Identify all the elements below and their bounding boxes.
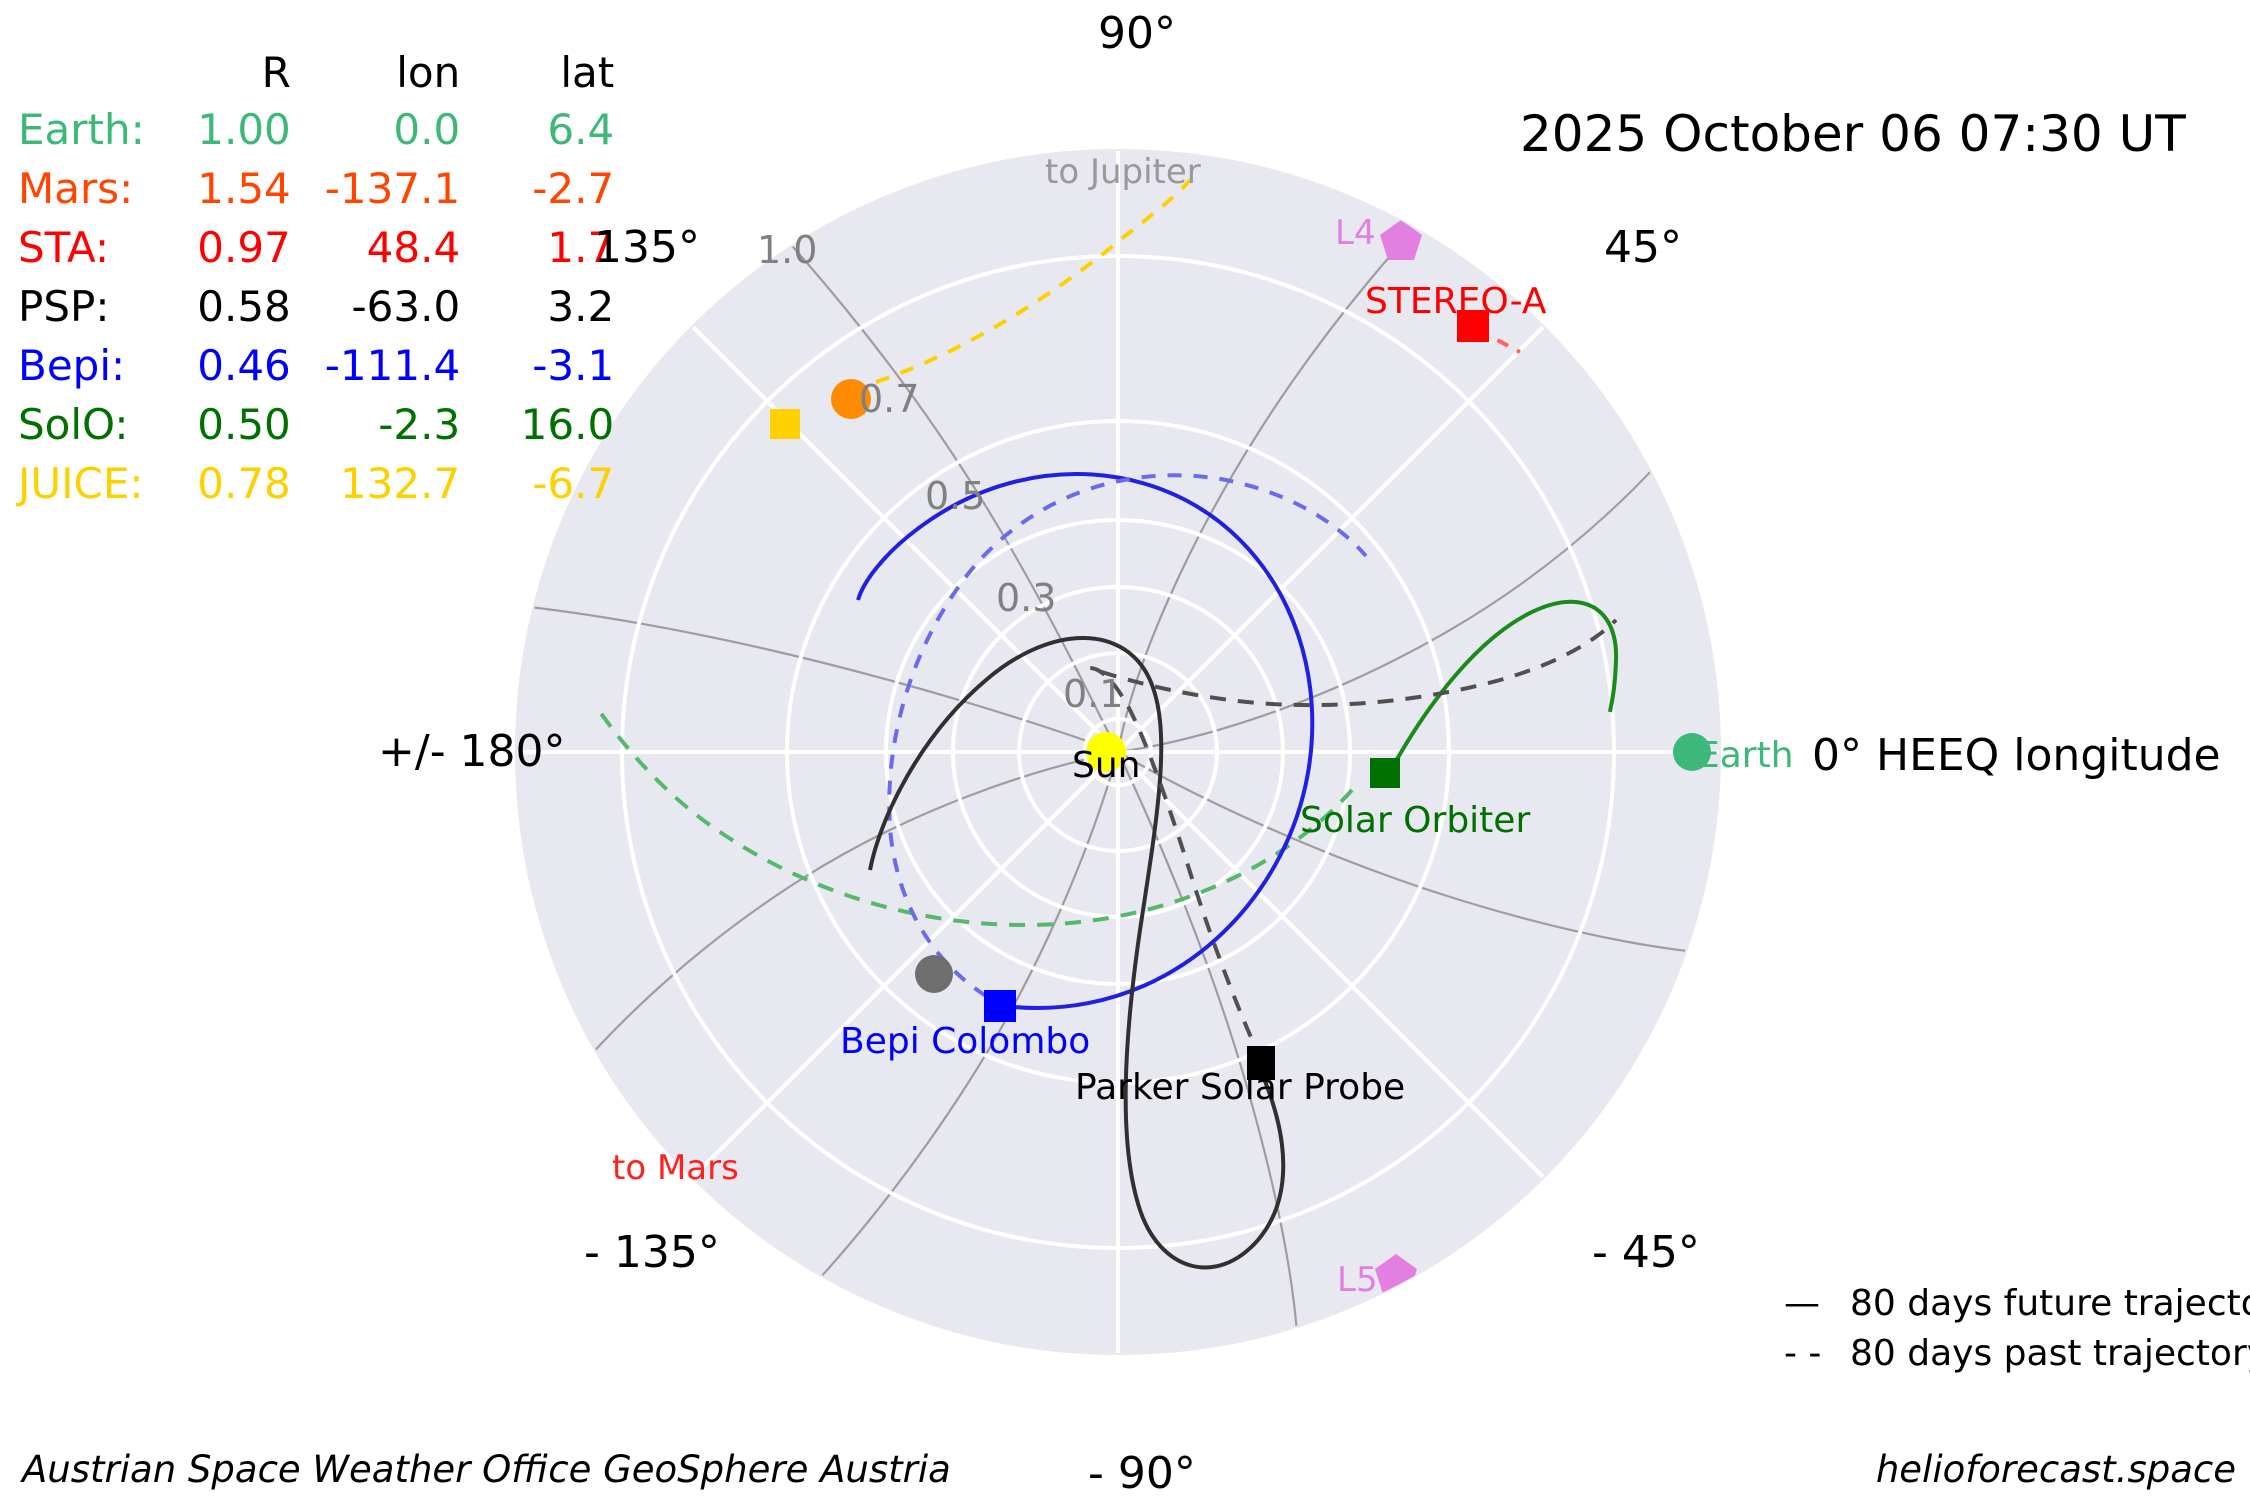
label-solar-orbiter: Solar Orbiter [1300, 800, 1531, 841]
row-name-sta: STA: [18, 223, 110, 272]
table-row: Earth: 1.00 0.0 6.4 [18, 105, 614, 164]
marker-solar-orbiter [1370, 758, 1400, 788]
footer-organization: Austrian Space Weather Office GeoSphere … [22, 1448, 951, 1491]
legend-solid-line-icon: — [1784, 1282, 1820, 1324]
marker-juice [770, 409, 800, 439]
table-row: Bepi: 0.46 -111.4 -3.1 [18, 341, 614, 400]
row-name-earth: Earth: [18, 105, 145, 154]
marker-stereo-a [1457, 310, 1489, 342]
row-lon-mars: -137.1 [324, 164, 461, 213]
row-r-solo: 0.50 [197, 400, 291, 449]
label-sun: Sun [1072, 745, 1141, 786]
radial-tick-1-0: 1.0 [757, 228, 818, 272]
angle-label-135: 135° [594, 222, 700, 273]
marker-bepi-colombo [984, 990, 1016, 1022]
row-lon-earth: 0.0 [393, 105, 461, 154]
position-table: R lon lat Earth: 1.00 0.0 6.4 Mars: 1.54… [18, 48, 614, 518]
plot-datetime-title: 2025 October 06 07:30 UT [1520, 105, 2186, 163]
row-name-bepi: Bepi: [18, 341, 126, 390]
row-r-bepi: 0.46 [197, 341, 291, 390]
row-name-juice: JUICE: [18, 459, 144, 508]
row-r-mars: 1.54 [197, 164, 291, 213]
table-row: JUICE: 0.78 132.7 -6.7 [18, 459, 614, 518]
legend-dashed-line-icon: - - [1784, 1332, 1822, 1374]
marker-mercury [915, 955, 953, 993]
row-lon-psp: -63.0 [351, 282, 461, 331]
marker-sun [1086, 732, 1126, 772]
label-to-mars: to Mars [612, 1148, 739, 1188]
angle-label-45: 45° [1604, 222, 1682, 273]
radial-tick-0-1: 0.1 [1063, 672, 1124, 716]
row-r-psp: 0.58 [197, 282, 291, 331]
table-row: SolO: 0.50 -2.3 16.0 [18, 400, 614, 459]
col-header-r: R [261, 48, 291, 97]
row-lon-solo: -2.3 [378, 400, 461, 449]
marker-to-jupiter [1108, 96, 1132, 118]
row-lat-bepi: -3.1 [532, 341, 615, 390]
legend-future-label: 80 days future trajectory [1850, 1282, 2250, 1324]
row-lon-bepi: -111.4 [324, 341, 461, 390]
row-name-solo: SolO: [18, 400, 129, 449]
row-lat-earth: 6.4 [547, 105, 615, 154]
plot-disk-rim [515, 149, 1721, 1355]
angle-label-180: +/- 180° [378, 726, 566, 777]
label-to-jupiter: to Jupiter [1045, 152, 1201, 192]
label-earth: Earth [1697, 735, 1794, 776]
marker-l4 [1380, 220, 1422, 260]
row-lat-psp: 3.2 [547, 282, 615, 331]
marker-venus [831, 379, 871, 419]
col-header-blank [18, 48, 171, 105]
row-lon-juice: 132.7 [339, 459, 461, 508]
legend-row-future: — 80 days future trajectory [1784, 1278, 2250, 1328]
row-lon-sta: 48.4 [366, 223, 461, 272]
marker-parker-solar-probe [1247, 1046, 1275, 1080]
legend-row-past: - - 80 days past trajectory [1784, 1328, 2250, 1378]
trajectory-psp-future [868, 636, 1286, 1270]
angle-label-minus-135: - 135° [584, 1227, 720, 1278]
trajectory-bepi-future [856, 472, 1315, 1010]
col-header-lon: lon [396, 48, 461, 97]
row-lat-sta: 1.7 [547, 223, 615, 272]
row-name-psp: PSP: [18, 282, 110, 331]
radial-tick-0-7: 0.7 [859, 377, 920, 421]
table-row: Mars: 1.54 -137.1 -2.7 [18, 164, 614, 223]
row-r-sta: 0.97 [197, 223, 291, 272]
label-l5: L5 [1337, 1260, 1378, 1300]
trajectory-juice-past [875, 178, 1192, 384]
trajectory-psp-past [1089, 618, 1618, 1063]
label-stereo-a: STEREO-A [1365, 281, 1547, 322]
footer-website: helioforecast.space [1875, 1448, 2236, 1491]
trajectory-solo-past [598, 710, 1354, 927]
table-row: PSP: 0.58 -63.0 3.2 [18, 282, 614, 341]
row-r-juice: 0.78 [197, 459, 291, 508]
row-lat-mars: -2.7 [532, 164, 615, 213]
radial-tick-0-5: 0.5 [925, 474, 986, 518]
angle-label-minus-45: - 45° [1592, 1227, 1700, 1278]
row-r-earth: 1.00 [197, 105, 291, 154]
col-header-lat: lat [560, 48, 615, 97]
position-table-header-row: R lon lat [18, 48, 615, 105]
row-name-mars: Mars: [18, 164, 134, 213]
angle-label-90: 90° [1098, 8, 1176, 59]
row-lat-solo: 16.0 [520, 400, 615, 449]
radial-tick-0-3: 0.3 [996, 576, 1057, 620]
heeq-longitude-label: 0° HEEQ longitude [1812, 730, 2221, 781]
table-row: STA: 0.97 48.4 1.7 [18, 223, 614, 282]
trajectory-legend: — 80 days future trajectory - - 80 days … [1784, 1278, 2250, 1378]
marker-earth [1673, 733, 1711, 771]
radial-gridlines [620, 254, 1616, 1250]
label-l4: L4 [1335, 213, 1376, 253]
label-parker-solar-probe: Parker Solar Probe [1075, 1067, 1406, 1108]
angle-label-minus-90: - 90° [1088, 1448, 1196, 1499]
trajectory-bepi-past [887, 473, 1368, 998]
legend-past-label: 80 days past trajectory [1850, 1332, 2250, 1374]
label-bepi-colombo: Bepi Colombo [840, 1021, 1091, 1062]
grid-group [516, 150, 1720, 1354]
row-lat-juice: -6.7 [532, 459, 615, 508]
